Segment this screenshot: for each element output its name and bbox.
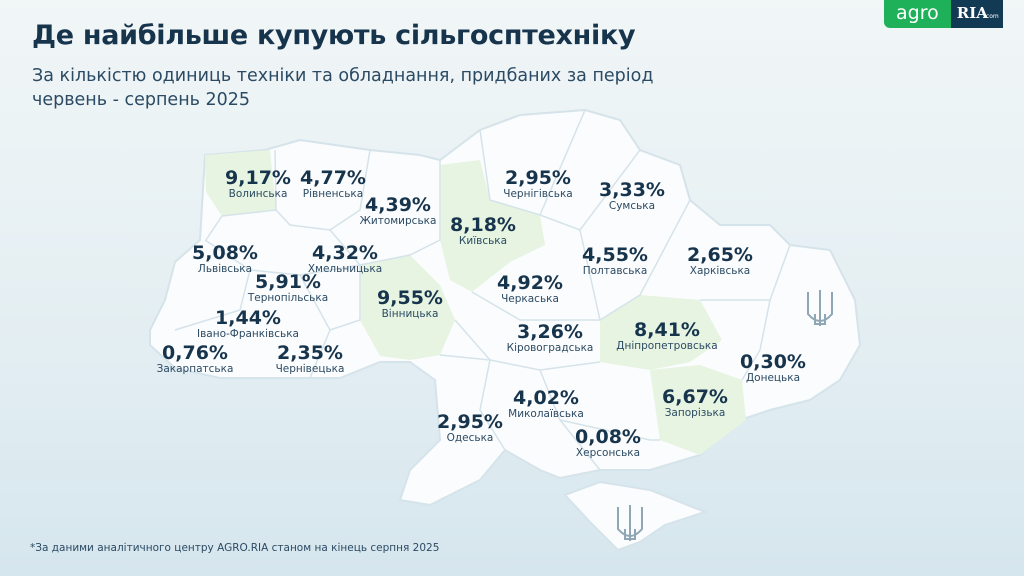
region-label: 4,77% Рівненська <box>300 168 366 201</box>
trident-icon <box>617 505 643 541</box>
region-label: 8,41% Дніпропетровська <box>616 320 717 353</box>
region-volynska-fill <box>205 150 276 216</box>
region-label: 1,44% Івано-Франківська <box>197 308 299 341</box>
footnote: *За даними аналітичного центру AGRO.RIA … <box>30 542 440 554</box>
region-label: 8,18% Київська <box>450 215 516 248</box>
region-value: 1,44% <box>215 307 281 329</box>
region-name: Донецька <box>745 372 801 384</box>
region-name: Одеська <box>446 432 494 444</box>
region-dnipropetrovska-fill <box>600 295 722 370</box>
region-name: Тернопільська <box>247 292 329 304</box>
region-value: 9,17% <box>225 167 291 189</box>
page-subtitle: За кількістю одиниць техніки та обладнан… <box>32 66 654 110</box>
region-name: Житомирська <box>359 215 437 227</box>
region-label: 2,95% Одеська <box>437 412 503 445</box>
region-value: 5,91% <box>255 271 321 293</box>
region-name: Вінницька <box>381 308 439 320</box>
logo-ria: RIA .com <box>950 0 1003 28</box>
region-label: 0,30% Донецька <box>740 352 806 385</box>
region-name: Івано-Франківська <box>197 328 299 340</box>
region-zaporizka-fill <box>650 365 746 455</box>
region-value: 4,32% <box>312 242 378 264</box>
region-name: Запорізька <box>664 407 726 419</box>
region-value: 8,18% <box>450 214 516 236</box>
region-name: Полтавська <box>582 265 648 277</box>
region-label: 6,67% Запорізька <box>662 387 728 420</box>
region-value: 0,08% <box>575 426 641 448</box>
region-value: 4,92% <box>497 272 563 294</box>
region-value: 4,02% <box>513 387 579 409</box>
region-borders <box>174 109 791 471</box>
region-label: 4,92% Черкаська <box>497 273 563 306</box>
region-value: 3,26% <box>517 321 583 343</box>
region-value: 2,95% <box>505 167 571 189</box>
region-value: 0,30% <box>740 351 806 373</box>
region-value: 3,33% <box>599 179 665 201</box>
region-label: 4,55% Полтавська <box>582 245 648 278</box>
region-name: Київська <box>458 235 508 247</box>
region-kyivska-fill <box>440 160 545 292</box>
crimea-outline <box>563 480 708 552</box>
region-value: 4,55% <box>582 244 648 266</box>
region-name: Миколаївська <box>508 408 584 420</box>
region-vinnytska-fill <box>360 255 455 360</box>
region-value: 9,55% <box>377 287 443 309</box>
region-name: Дніпропетровська <box>616 340 718 352</box>
region-value: 2,35% <box>277 342 343 364</box>
region-label: 3,26% Кіровоградська <box>507 322 594 355</box>
region-value: 5,08% <box>192 242 258 264</box>
region-name: Черкаська <box>501 293 559 305</box>
region-label: 4,39% Житомирська <box>360 195 437 228</box>
region-value: 0,76% <box>162 342 228 364</box>
region-name: Волинська <box>228 188 288 200</box>
region-name: Сумська <box>608 200 656 212</box>
region-label: 4,02% Миколаївська <box>508 388 584 421</box>
region-label: 2,65% Харківська <box>687 245 753 278</box>
region-value: 2,65% <box>687 244 753 266</box>
region-name: Кіровоградська <box>506 342 594 354</box>
region-label: 9,17% Волинська <box>225 168 291 201</box>
region-name: Херсонська <box>575 447 641 459</box>
region-name: Чернігівська <box>503 188 573 200</box>
region-name: Харківська <box>689 265 751 277</box>
region-label: 2,35% Чернівецька <box>276 343 345 376</box>
region-value: 2,95% <box>437 411 503 433</box>
agroria-logo[interactable]: agro RIA .com <box>884 0 1003 28</box>
trident-icon <box>807 290 833 326</box>
region-label: 2,95% Чернігівська <box>503 168 572 201</box>
region-name: Рівненська <box>302 188 364 200</box>
region-name: Закарпатська <box>156 363 234 375</box>
region-value: 6,67% <box>662 386 728 408</box>
region-label: 4,32% Хмельницька <box>308 243 382 276</box>
page-title: Де найбільше купують сільгосптехніку <box>32 20 636 51</box>
region-label: 0,76% Закарпатська <box>157 343 234 376</box>
logo-agro: agro <box>884 0 951 28</box>
region-label: 5,91% Тернопільська <box>248 272 328 305</box>
region-value: 4,77% <box>300 167 366 189</box>
region-label: 3,33% Сумська <box>599 180 665 213</box>
region-value: 8,41% <box>634 319 700 341</box>
region-name: Чернівецька <box>275 363 345 375</box>
region-label: 0,08% Херсонська <box>575 427 641 460</box>
region-label: 9,55% Вінницька <box>377 288 443 321</box>
region-name: Хмельницька <box>307 263 383 275</box>
region-label: 5,08% Львівська <box>192 243 258 276</box>
region-name: Львівська <box>197 263 253 275</box>
region-value: 4,39% <box>365 194 431 216</box>
